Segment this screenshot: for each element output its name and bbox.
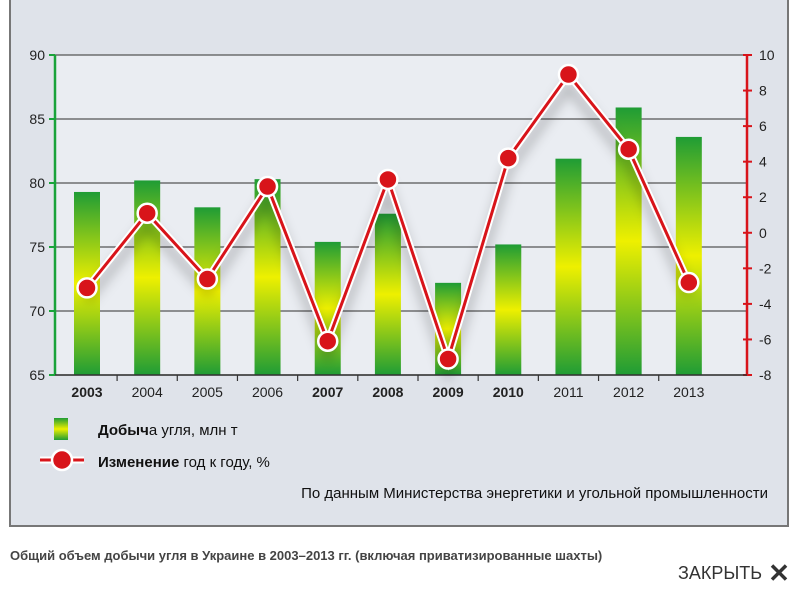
change-point: [497, 147, 520, 169]
change-point: [316, 330, 339, 352]
change-point: [557, 63, 580, 86]
left-tick-label: 65: [29, 367, 45, 383]
x-tick-label: 2003: [71, 384, 102, 400]
x-tick-label: 2012: [613, 384, 644, 400]
chart: 65 70 75 80 85 90 -8 -6 -4 -2 0 2 4 6 8 10 2003 2004 2005 2…: [29, 47, 775, 502]
change-point: [136, 202, 158, 224]
close-label: ЗАКРЫТЬ: [678, 563, 763, 583]
right-tick-label: -6: [759, 331, 772, 347]
right-tick-label: 6: [759, 118, 767, 134]
change-point: [678, 271, 700, 294]
close-button[interactable]: ЗАКРЫТЬ ✕: [678, 558, 790, 589]
left-tick-label: 80: [29, 175, 45, 191]
bar: [555, 158, 582, 375]
right-tick-label: -8: [759, 367, 772, 383]
legend: Добыча угля, млн т Изменение год к году,…: [40, 418, 768, 502]
right-tick-label: 10: [759, 47, 775, 63]
right-tick-label: 2: [759, 189, 767, 205]
change-point: [437, 348, 459, 370]
right-tick-label: 0: [759, 225, 767, 241]
bar: [374, 213, 401, 375]
change-point: [377, 168, 399, 191]
right-tick-label: 8: [759, 83, 767, 99]
legend-line-label: Изменение год к году, %: [98, 454, 270, 471]
left-tick-label: 90: [29, 47, 45, 63]
legend-bar-label: Добыча угля, млн т: [98, 422, 238, 439]
x-tick-label: 2009: [433, 384, 464, 400]
source-note: По данным Министерства энергетики и угол…: [301, 485, 768, 502]
legend-bar-swatch: [54, 418, 68, 440]
x-tick-label: 2010: [493, 384, 524, 400]
legend-line-marker: [50, 448, 74, 472]
x-tick-label: 2013: [673, 384, 704, 400]
line-shadow: [83, 79, 693, 385]
x-tick-label: 2007: [312, 384, 343, 400]
right-tick-label: 4: [759, 154, 767, 170]
x-icon: ✕: [768, 558, 790, 588]
change-point: [196, 268, 219, 290]
change-point: [617, 138, 640, 160]
left-tick-label: 75: [29, 239, 45, 255]
x-tick-label: 2006: [252, 384, 283, 400]
x-tick-label: 2004: [132, 384, 163, 400]
chart-caption: Общий объем добычи угля в Украине в 2003…: [10, 548, 603, 563]
right-tick-label: -4: [759, 296, 772, 312]
x-tick-label: 2005: [192, 384, 223, 400]
change-point: [256, 175, 279, 198]
right-tick-label: -2: [759, 260, 772, 276]
x-tick-label: 2011: [553, 384, 583, 400]
change-point: [76, 277, 98, 299]
bar: [495, 244, 522, 375]
left-tick-label: 70: [29, 303, 45, 319]
left-tick-label: 85: [29, 111, 45, 127]
x-tick-label: 2008: [372, 384, 403, 400]
